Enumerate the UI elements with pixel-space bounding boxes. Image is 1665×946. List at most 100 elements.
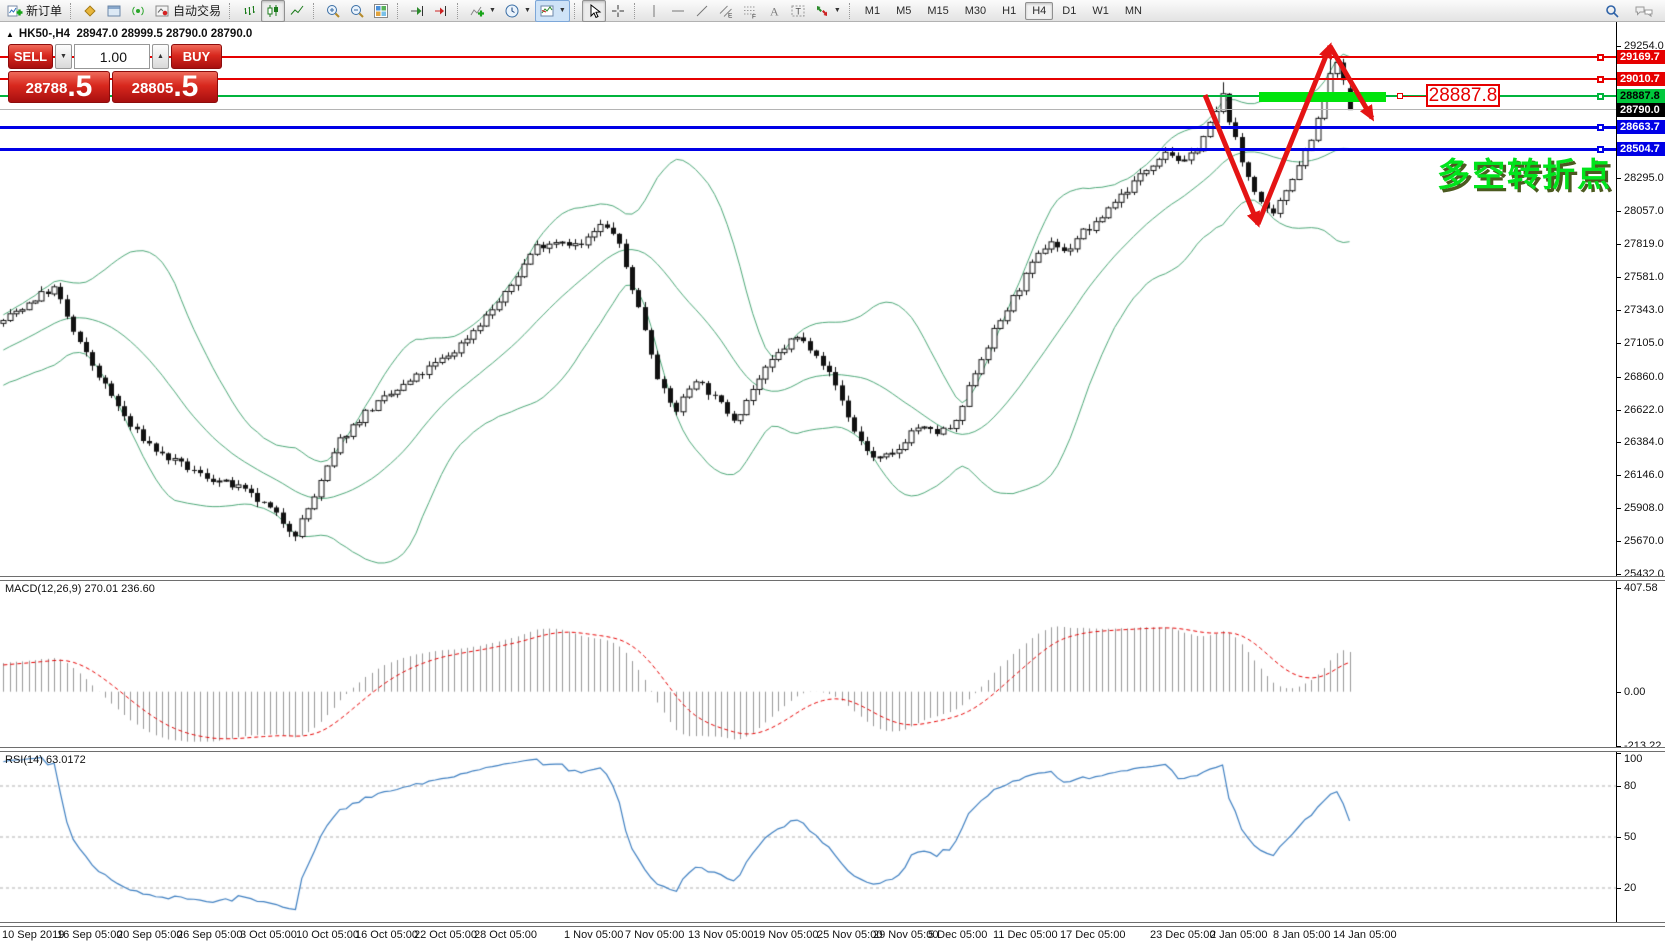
horizontal-level-line[interactable] xyxy=(0,109,1616,111)
timeframe-button-M1[interactable]: M1 xyxy=(864,4,881,17)
autotrading-label: 自动交易 xyxy=(173,4,222,18)
crosshair-button[interactable] xyxy=(606,0,630,22)
time-axis-label: 11 Dec 05:00 xyxy=(993,929,1058,941)
price-axis-tick-label: 27581.0 xyxy=(1624,271,1664,283)
horizontal-line-tool-button[interactable] xyxy=(666,0,690,22)
rsi-canvas[interactable] xyxy=(0,752,1616,922)
price-axis-tick-label: 26860.0 xyxy=(1624,370,1664,383)
macd-indicator-label: MACD(12,26,9) 270.01 236.60 xyxy=(5,583,155,595)
signals-icon xyxy=(132,6,144,15)
signals-button[interactable] xyxy=(126,0,150,22)
timeframe-button-H1[interactable]: H1 xyxy=(1002,4,1017,17)
bar-chart-icon xyxy=(244,5,256,15)
zoom-out-button[interactable] xyxy=(345,0,369,22)
price-axis-tick xyxy=(1616,376,1621,378)
sell-price-button[interactable]: 28788.5 xyxy=(8,71,110,103)
horizontal-level-line[interactable] xyxy=(0,147,1616,151)
tile-windows-button[interactable] xyxy=(369,0,393,22)
collapse-trade-panel-arrow-icon[interactable]: ▲ xyxy=(6,30,14,39)
buy-price-fraction: .5 xyxy=(173,70,199,103)
new-order-label: 新订单 xyxy=(26,4,63,18)
level-line-handle[interactable] xyxy=(1597,92,1604,100)
price-axis-tick xyxy=(1616,541,1621,543)
level-line-handle[interactable] xyxy=(1597,123,1604,131)
timeframe-button-M5[interactable]: M5 xyxy=(896,4,912,17)
search-button[interactable] xyxy=(1600,0,1624,22)
timeframe-button-MN[interactable]: MN xyxy=(1124,4,1142,17)
market-watch-button[interactable] xyxy=(78,0,102,22)
volume-increase-button[interactable]: ▲ xyxy=(152,44,169,69)
volume-input[interactable]: 1.00 xyxy=(74,44,150,69)
horizontal-level-line[interactable] xyxy=(0,78,1616,81)
horizontal-level-line[interactable] xyxy=(0,125,1616,129)
autotrading-button[interactable]: 自动交易 xyxy=(150,0,225,22)
timeframe-button-M30[interactable]: M30 xyxy=(964,4,987,17)
timeframe-button-D1[interactable]: D1 xyxy=(1062,4,1077,17)
auto-scroll-button[interactable] xyxy=(429,0,453,22)
text-tool-button[interactable]: A xyxy=(762,0,786,22)
horizontal-line-icon xyxy=(671,10,684,11)
new-order-icon xyxy=(7,5,23,16)
price-axis-tick xyxy=(1616,178,1621,180)
chat-icon xyxy=(1635,6,1653,17)
sell-button-label: SELL xyxy=(13,49,48,64)
green-zone-rectangle[interactable] xyxy=(1259,92,1386,102)
search-icon xyxy=(1606,4,1619,18)
horizontal-level-line[interactable] xyxy=(0,95,1616,98)
price-axis-tick-label: 28295.0 xyxy=(1624,172,1664,185)
candle-chart-mode-button[interactable] xyxy=(261,0,286,22)
level-line-handle[interactable] xyxy=(1597,145,1604,153)
sell-button[interactable]: SELL xyxy=(8,44,53,69)
panel-divider[interactable] xyxy=(0,922,1665,927)
volume-value: 1.00 xyxy=(99,48,127,65)
price-axis-tick-label: 26146.0 xyxy=(1624,469,1664,482)
buy-button-label: BUY xyxy=(182,49,211,64)
trendline-tool-button[interactable] xyxy=(690,0,714,22)
panel-divider[interactable] xyxy=(0,576,1665,581)
line-chart-mode-button[interactable] xyxy=(285,0,309,22)
autotrading-icon xyxy=(155,5,169,16)
bar-chart-mode-button[interactable] xyxy=(237,0,261,22)
channel-tool-button[interactable]: E xyxy=(714,0,738,22)
volume-decrease-button[interactable]: ▼ xyxy=(55,44,72,69)
chart-shift-button[interactable] xyxy=(405,0,429,22)
price-tag-label[interactable]: 28887.8 xyxy=(1426,84,1500,107)
line-chart-icon xyxy=(290,5,304,15)
new-order-button[interactable]: 新订单 xyxy=(3,0,66,22)
price-tag-handle xyxy=(1397,93,1403,100)
dropdown-caret-icon: ▼ xyxy=(833,7,841,14)
level-line-handle[interactable] xyxy=(1597,75,1604,83)
rsi-axis-label: 50 xyxy=(1624,831,1637,843)
zoom-in-button[interactable] xyxy=(321,0,345,22)
text-label-tool-button[interactable]: T xyxy=(786,0,810,22)
time-axis-label: 10 Oct 05:00 xyxy=(296,929,359,941)
panel-divider[interactable] xyxy=(0,747,1665,752)
timeframe-button-H4[interactable]: H4 xyxy=(1025,1,1054,20)
timeframe-button-M15[interactable]: M15 xyxy=(927,4,949,17)
crosshair-icon xyxy=(611,4,624,17)
time-axis-label: 8 Jan 05:00 xyxy=(1273,929,1331,941)
buy-price-button[interactable]: 28805.5 xyxy=(112,71,218,103)
templates-button[interactable]: ▼ xyxy=(534,0,570,22)
main-toolbar: 新订单 自动交易 xyxy=(0,0,1665,22)
price-chart-canvas[interactable] xyxy=(0,22,1616,576)
indicators-button[interactable]: ▼ xyxy=(465,0,500,22)
buy-button[interactable]: BUY xyxy=(171,44,222,69)
time-axis-label: 1 Nov 05:00 xyxy=(564,929,624,941)
horizontal-level-line[interactable] xyxy=(0,56,1616,59)
fibonacci-tool-button[interactable]: F xyxy=(738,0,762,22)
macd-canvas[interactable] xyxy=(0,581,1616,747)
timeframe-button-W1[interactable]: W1 xyxy=(1092,4,1109,17)
zoom-out-icon xyxy=(351,4,364,18)
arrows-tool-button[interactable]: ▼ xyxy=(810,0,845,22)
chat-button[interactable] xyxy=(1630,0,1658,22)
vertical-line-tool-button[interactable] xyxy=(642,0,666,22)
rsi-name: RSI(14) xyxy=(5,754,43,766)
level-line-handle[interactable] xyxy=(1597,53,1604,61)
toolbar-separator xyxy=(229,2,233,19)
cursor-button[interactable] xyxy=(581,0,606,22)
periods-button[interactable]: ▼ xyxy=(500,0,535,22)
market-watch-icon xyxy=(84,4,96,17)
price-axis-border xyxy=(1616,22,1617,927)
data-window-button[interactable] xyxy=(102,0,126,22)
